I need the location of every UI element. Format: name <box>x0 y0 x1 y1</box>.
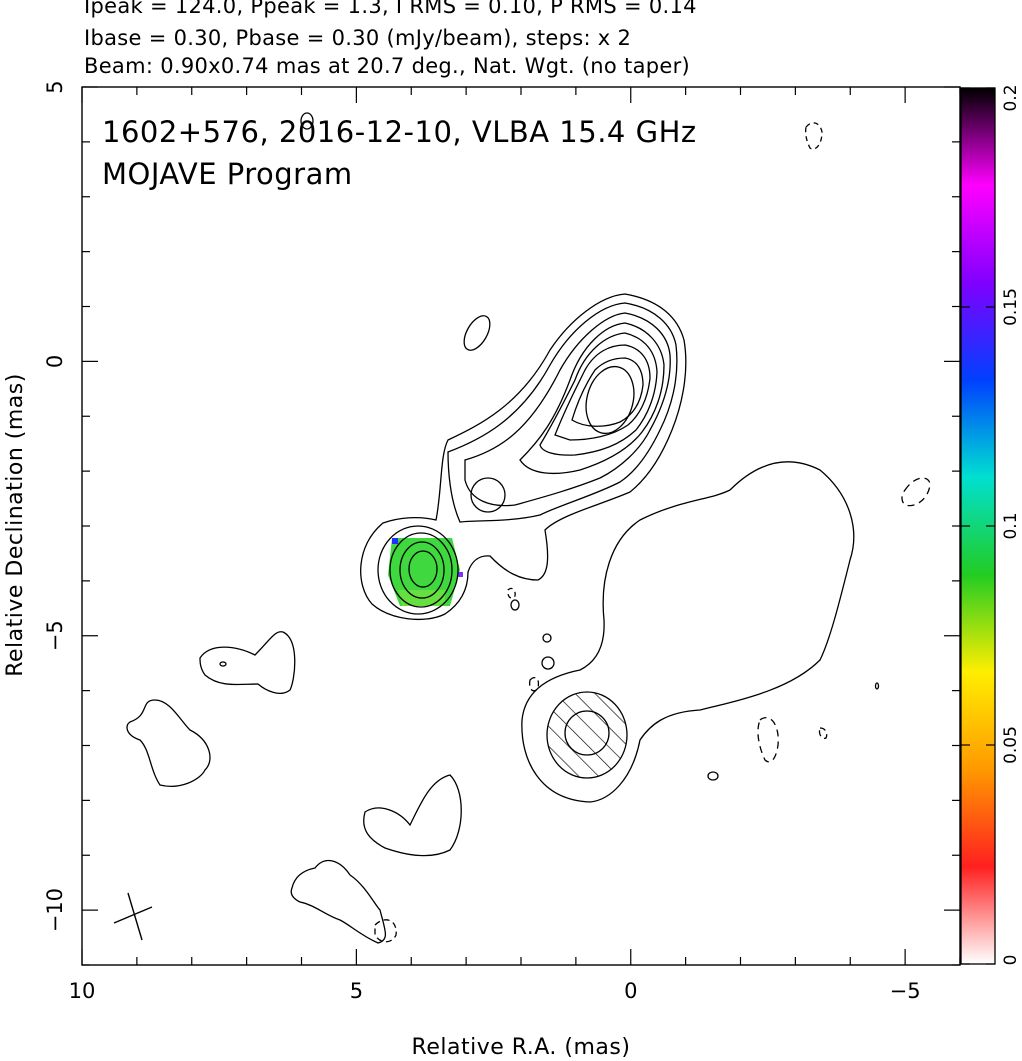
colorbar-tick-label: 0.2 <box>1001 84 1021 111</box>
contour-dashed-6 <box>804 122 823 150</box>
contour-small-blob-4 <box>510 599 520 611</box>
contour-small-blob-8 <box>300 112 314 130</box>
contour-dashed-7 <box>507 587 516 599</box>
contour-blob-4 <box>290 859 387 944</box>
contour-pol-knot-1 <box>377 525 459 615</box>
colorbar-tick-label: 0.05 <box>1001 726 1021 764</box>
x-tick-label: −5 <box>890 979 921 1003</box>
contour-dashed-3 <box>818 727 828 740</box>
contour-jet-6 <box>554 344 651 441</box>
y-tick-label: 5 <box>43 80 67 93</box>
y-tick-label: 0 <box>43 355 67 368</box>
axis-ticks <box>81 86 961 966</box>
contour-dashed-2 <box>757 717 779 763</box>
y-tick-label: −10 <box>43 888 67 932</box>
contour-pol-knot-4 <box>408 550 438 588</box>
colorbar-tick-label: 0.15 <box>1001 288 1021 326</box>
contour-outer-jet <box>360 293 687 621</box>
colorbar-ticks: 0 0.05 0.1 0.15 0.2 <box>961 84 1021 965</box>
contour-dashed-1 <box>901 477 931 507</box>
contour-small-blob-5 <box>707 771 719 781</box>
contour-pol-knot-2 <box>389 532 453 608</box>
contour-small-blob-7 <box>874 682 880 690</box>
x-tick-label: 10 <box>69 979 96 1003</box>
y-tick-labels: 5 0 −5 −10 <box>43 80 67 932</box>
contour-hatched-knot <box>546 691 628 779</box>
x-tick-label: 0 <box>624 979 637 1003</box>
contour-jet-7 <box>571 357 644 427</box>
contour-small-blob-1 <box>463 315 491 351</box>
contour-jet-3 <box>464 312 671 507</box>
colorbar-tick-label: 0.1 <box>1001 512 1021 539</box>
contour-small-blob-3 <box>542 633 552 643</box>
contour-small-blob-2 <box>541 656 555 670</box>
x-axis-label: Relative R.A. (mas) <box>412 1035 631 1060</box>
contour-blob-3 <box>363 774 462 857</box>
contour-small-blob-6 <box>219 661 227 667</box>
contour-blob-2 <box>199 631 296 694</box>
contour-pol-knot-3 <box>399 541 445 599</box>
contour-dashed-5 <box>374 919 397 943</box>
contour-jet-5 <box>539 332 658 456</box>
contour-secondary-knot <box>470 477 506 513</box>
colorbar-tick-label: 0 <box>1001 955 1021 966</box>
y-tick-label: −5 <box>43 620 67 651</box>
contour-dashed-4 <box>528 677 540 692</box>
plot-frame <box>81 86 961 966</box>
beam-marker <box>113 892 153 941</box>
y-axis-label: Relative Declination (mas) <box>3 373 28 677</box>
header-line-2: Ibase = 0.30, Pbase = 0.30 (mJy/beam), s… <box>84 26 632 50</box>
contour-large-diffuse <box>521 461 855 803</box>
chart-title: 1602+576, 2016-12-10, VLBA 15.4 GHz <box>102 115 697 149</box>
contours <box>126 112 931 944</box>
chart-subtitle: MOJAVE Program <box>102 157 353 191</box>
header-line-1: Ipeak = 124.0, Ppeak = 1.3, I RMS = 0.10… <box>84 0 697 18</box>
contour-hatched-inner <box>564 710 610 756</box>
x-tick-label: 5 <box>350 979 363 1003</box>
contour-jet-4 <box>519 322 665 475</box>
x-tick-labels: 10 5 0 −5 <box>69 979 921 1003</box>
header-line-3: Beam: 0.90x0.74 mas at 20.7 deg., Nat. W… <box>84 54 691 78</box>
contour-blob-1 <box>126 699 211 787</box>
contour-core <box>585 365 635 435</box>
contour-jet-2 <box>447 302 678 523</box>
